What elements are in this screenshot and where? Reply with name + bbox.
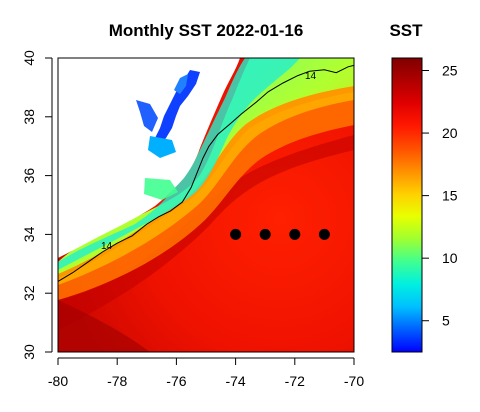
gulf-stream-core [58, 135, 354, 330]
sst-field: 14 14 [58, 58, 354, 352]
pamlico-sound [144, 178, 178, 200]
y-tick-label: 36 [21, 168, 37, 184]
shelf-warm-edge [58, 84, 354, 285]
contour-label-lower: 14 [101, 241, 113, 252]
station-point-1 [230, 228, 242, 240]
x-tick-label: -74 [225, 373, 245, 389]
southwest-dark-region [58, 300, 150, 352]
x-tick-label: -80 [48, 373, 68, 389]
station-point-2 [259, 228, 271, 240]
land-mask [58, 58, 240, 258]
colorbar-title: SST [389, 21, 423, 40]
y-tick-label: 30 [21, 344, 37, 360]
y-tick-label: 34 [21, 226, 37, 242]
station-markers [230, 228, 330, 240]
station-point-4 [318, 228, 330, 240]
contour-label-upper: 14 [305, 71, 317, 82]
sound-cold-water [148, 136, 176, 158]
x-tick-label: -72 [285, 373, 305, 389]
contour-line-14 [58, 64, 354, 282]
x-tick-label: -70 [344, 373, 364, 389]
coastal-cold-water [58, 58, 300, 270]
colorbar-tick-label: 5 [442, 313, 450, 329]
upper-bay-cold [136, 100, 158, 132]
x-tick-label: -78 [107, 373, 127, 389]
y-tick-label: 38 [21, 109, 37, 125]
delaware-bay [174, 74, 188, 94]
colorbar-tick-label: 20 [442, 125, 458, 141]
colorbar-ticks: 5 10 15 20 25 [422, 63, 458, 329]
colorbar-tick-label: 25 [442, 63, 458, 79]
plot-frame [57, 57, 355, 353]
y-tick-label: 32 [21, 285, 37, 301]
x-tick-label: -76 [166, 373, 186, 389]
chesapeake-bay [154, 70, 200, 148]
y-tick-label: 40 [21, 50, 37, 66]
station-point-3 [289, 228, 301, 240]
map-title: Monthly SST 2022-01-16 [109, 21, 304, 40]
y-axis: 30 32 34 36 38 40 [21, 50, 53, 360]
x-axis: -80 -78 -76 -74 -72 -70 [48, 357, 364, 389]
colorbar [391, 57, 423, 353]
colorbar-tick-label: 15 [442, 188, 458, 204]
colorbar-tick-label: 10 [442, 250, 458, 266]
